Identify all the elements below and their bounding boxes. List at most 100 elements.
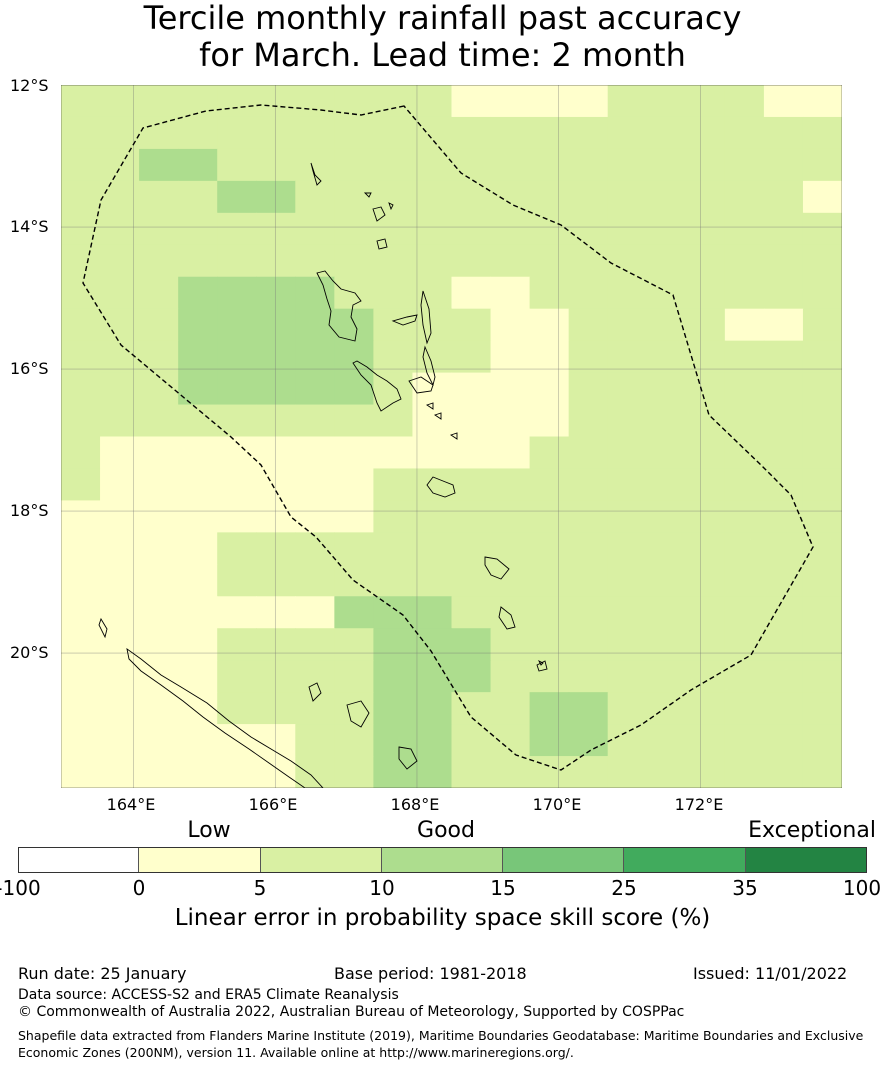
skill-cell <box>724 532 765 565</box>
skill-cell <box>607 564 648 597</box>
skill-cell <box>451 660 492 693</box>
lon-label-166e: 166°E <box>248 795 298 814</box>
skill-cell <box>685 212 726 246</box>
skill-cell <box>178 468 218 501</box>
skill-cell <box>61 85 101 118</box>
skill-cell <box>724 212 765 246</box>
shepherd-islands <box>425 402 458 440</box>
skill-cell <box>568 468 609 501</box>
skill-cell <box>529 340 570 374</box>
skill-cell <box>763 724 804 757</box>
lon-label-172e: 172°E <box>674 795 724 814</box>
skill-cell <box>178 628 218 661</box>
banks-islands <box>363 192 394 250</box>
skill-cell <box>256 340 296 374</box>
skill-cell <box>295 500 335 533</box>
skill-cell <box>607 596 648 629</box>
skill-cell <box>100 308 140 342</box>
skill-cell <box>802 276 842 310</box>
skill-cell <box>217 692 257 725</box>
skill-cell <box>568 404 609 438</box>
skill-cell <box>607 660 648 693</box>
skill-cell <box>334 756 374 788</box>
skill-cell <box>100 148 140 182</box>
skill-cell <box>724 756 765 788</box>
skill-cell <box>295 628 335 661</box>
skill-cell <box>256 85 296 118</box>
skill-cell <box>139 116 179 150</box>
efate-island <box>426 476 456 498</box>
skill-cell <box>763 404 804 438</box>
skill-cell <box>490 85 531 118</box>
skill-cell <box>607 148 648 182</box>
skill-cell <box>802 212 842 246</box>
skill-cell <box>373 180 414 214</box>
skill-cell <box>178 340 218 374</box>
skill-cell <box>724 244 765 278</box>
skill-cell <box>61 564 101 597</box>
skill-cell <box>217 244 257 278</box>
legend-category-good: Good <box>417 818 475 843</box>
skill-cell <box>139 500 179 533</box>
skill-cell <box>490 212 531 246</box>
skill-cell <box>490 628 531 661</box>
skill-cell <box>334 468 374 501</box>
skill-cell <box>217 308 257 342</box>
skill-cell <box>373 404 414 438</box>
skill-cell <box>100 724 140 757</box>
skill-cell <box>61 308 101 342</box>
skill-cell <box>256 436 296 470</box>
skill-cell <box>685 468 726 501</box>
skill-cell <box>412 532 453 565</box>
skill-cell <box>685 692 726 725</box>
skill-cell <box>646 180 687 214</box>
skill-cell <box>100 468 140 501</box>
colorbar-segment <box>18 847 140 873</box>
skill-cell <box>724 596 765 629</box>
skill-cell <box>490 340 531 374</box>
skill-cell <box>61 244 101 278</box>
skill-cell <box>295 404 335 438</box>
skill-cell <box>373 500 414 533</box>
skill-cell <box>724 276 765 310</box>
skill-cell <box>139 212 179 246</box>
skill-cell <box>178 308 218 342</box>
skill-cell <box>490 244 531 278</box>
skill-cell <box>412 116 453 150</box>
skill-cell <box>763 180 804 214</box>
skill-cell <box>61 148 101 182</box>
skill-cell <box>373 85 414 118</box>
title-line-2: for March. Lead time: 2 month <box>199 36 686 74</box>
skill-cell <box>451 244 492 278</box>
skill-cell <box>373 692 414 725</box>
skill-cell <box>61 660 101 693</box>
skill-cell <box>607 692 648 725</box>
loyalty-island-lifou <box>346 700 370 728</box>
skill-cell <box>490 724 531 757</box>
skill-cell <box>139 276 179 310</box>
skill-cell <box>178 660 218 693</box>
malekula-island <box>352 360 402 412</box>
skill-cell <box>646 756 687 788</box>
skill-cell <box>412 180 453 214</box>
skill-cell <box>256 596 296 629</box>
skill-cell <box>217 85 257 118</box>
copyright: © Commonwealth of Australia 2022, Austra… <box>18 1004 685 1020</box>
skill-cell <box>412 148 453 182</box>
skill-cell <box>412 724 453 757</box>
skill-cell <box>61 532 101 565</box>
skill-cell <box>685 596 726 629</box>
skill-cell <box>334 308 374 342</box>
skill-cell <box>607 276 648 310</box>
chart-title: Tercile monthly rainfall past accuracy f… <box>0 0 885 74</box>
skill-cell <box>178 436 218 470</box>
skill-cell <box>568 244 609 278</box>
shapefile-credit-1: Shapefile data extracted from Flanders M… <box>18 1028 864 1043</box>
skill-cell <box>568 148 609 182</box>
skill-cell <box>529 372 570 406</box>
skill-cell <box>685 628 726 661</box>
skill-cell <box>607 436 648 470</box>
skill-cell <box>295 724 335 757</box>
skill-cell <box>763 756 804 788</box>
skill-cell <box>646 244 687 278</box>
